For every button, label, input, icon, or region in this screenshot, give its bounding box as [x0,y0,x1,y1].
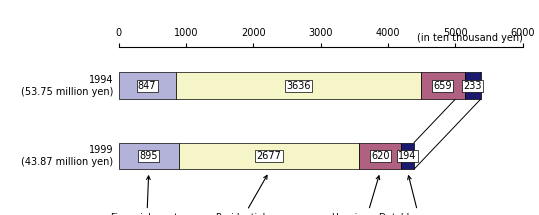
Bar [360,143,401,169]
Bar [119,72,176,99]
Text: 3636: 3636 [286,81,310,91]
Bar [119,143,179,169]
Bar [465,72,481,99]
Bar [179,143,360,169]
Text: 895: 895 [140,151,158,161]
Bar [420,72,465,99]
Bar [401,143,414,169]
Text: 194: 194 [398,151,417,161]
Text: Housing assets: Housing assets [333,176,400,215]
Text: Residential
land assets: Residential land assets [215,175,267,215]
Text: Durable consumer
goods assets: Durable consumer goods assets [379,176,462,215]
Text: 659: 659 [433,81,452,91]
Text: 847: 847 [138,81,156,91]
Text: Financial assets: Financial assets [111,176,183,215]
Text: 2677: 2677 [257,151,281,161]
Text: (in ten thousand yen): (in ten thousand yen) [417,33,523,43]
Text: 620: 620 [371,151,389,161]
Bar [176,72,420,99]
Text: 233: 233 [464,81,482,91]
